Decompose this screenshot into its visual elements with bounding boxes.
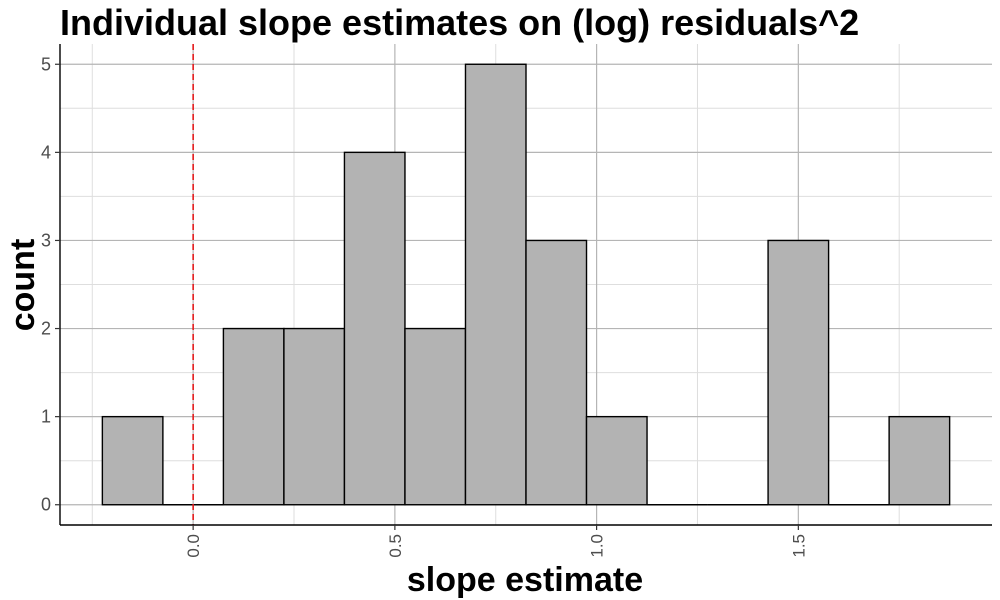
y-tick-label: 4 bbox=[41, 142, 51, 162]
x-tick-label: 0.0 bbox=[184, 534, 203, 558]
histogram-bars bbox=[101, 63, 951, 506]
y-tick-label: 1 bbox=[41, 407, 51, 427]
histogram-bar bbox=[525, 239, 588, 506]
x-tick-label: 1.0 bbox=[588, 534, 607, 558]
histogram-bar bbox=[585, 415, 648, 506]
y-tick-label: 3 bbox=[41, 230, 51, 250]
histogram-bar bbox=[101, 415, 164, 506]
histogram-bar bbox=[343, 151, 406, 506]
y-tick-label: 5 bbox=[41, 54, 51, 74]
histogram-bar bbox=[888, 415, 951, 506]
x-tick-label: 0.5 bbox=[386, 534, 405, 558]
histogram-bar bbox=[464, 63, 527, 506]
y-tick-label: 2 bbox=[41, 319, 51, 339]
histogram-bar bbox=[222, 327, 285, 506]
chart-title: Individual slope estimates on (log) resi… bbox=[60, 2, 860, 43]
x-tick-labels: 0.0 0.5 1.0 1.5 bbox=[184, 534, 808, 558]
y-tick-labels: 0 1 2 3 4 5 bbox=[41, 54, 51, 514]
y-tick-label: 0 bbox=[41, 495, 51, 515]
histogram-bar bbox=[404, 327, 467, 506]
x-axis-title: slope estimate bbox=[407, 561, 643, 599]
histogram-bar bbox=[283, 327, 346, 506]
x-tick-label: 1.5 bbox=[789, 534, 808, 558]
y-axis-title: count bbox=[4, 239, 42, 332]
histogram-bar bbox=[767, 239, 830, 506]
axes bbox=[55, 44, 992, 530]
